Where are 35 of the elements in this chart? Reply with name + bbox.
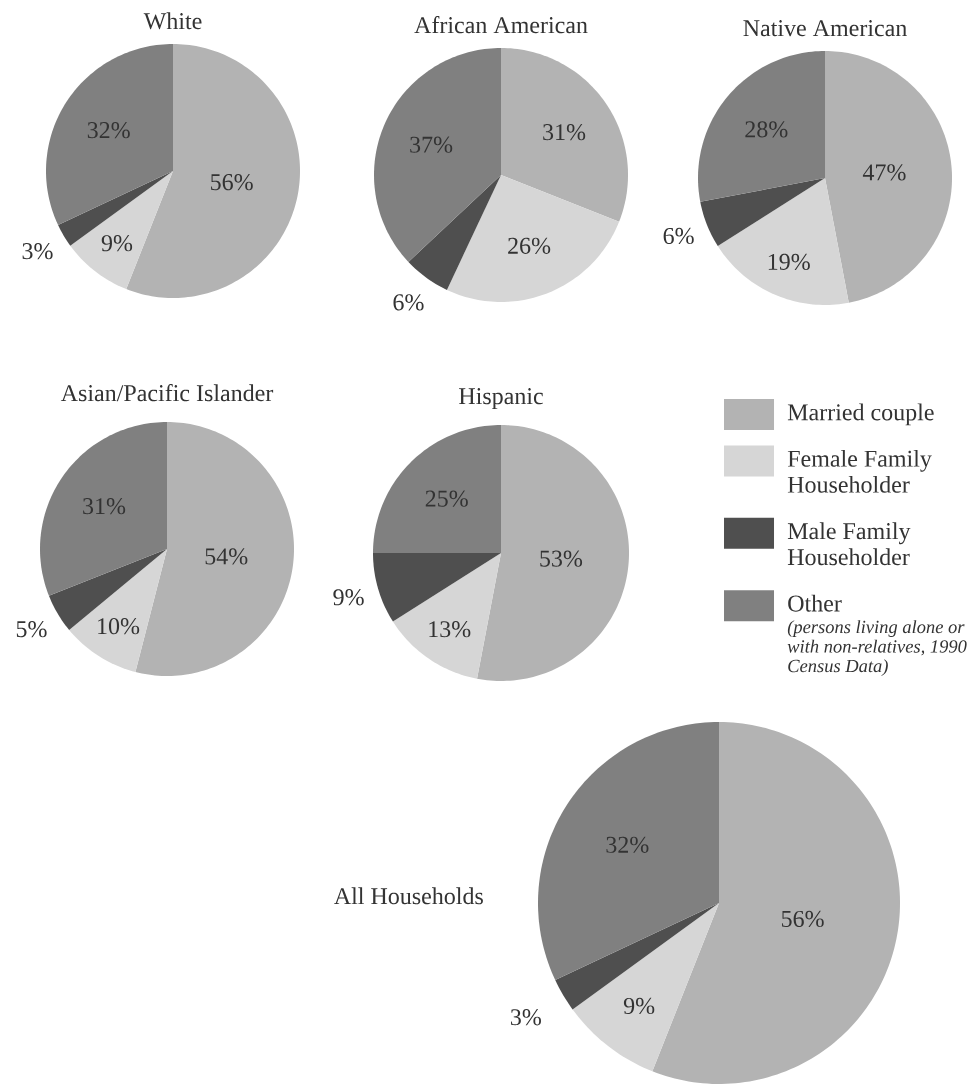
data-label: 10% xyxy=(98,618,140,635)
data-label: 37% xyxy=(410,136,453,153)
legend-label: Other xyxy=(788,594,842,612)
data-label: 26% xyxy=(508,237,551,254)
data-label: 3% xyxy=(510,1009,541,1026)
chart-title: Native American xyxy=(743,20,907,37)
data-label: 13% xyxy=(429,621,471,638)
data-label: 28% xyxy=(745,121,788,138)
data-label: 6% xyxy=(393,294,424,311)
text: (persons living alone or with non-relatives, 1990 Census Data) xyxy=(787,620,967,676)
text: All Households xyxy=(334,887,483,905)
data-label: 31% xyxy=(83,498,126,515)
data-label: 47% xyxy=(862,164,906,181)
chart-title: African American xyxy=(414,16,588,34)
legend-label: Male Family Householder xyxy=(787,522,911,566)
data-label: 32% xyxy=(87,122,130,139)
legend-label: Female Family Householder xyxy=(787,449,932,493)
chart-title: Asian/Pacific Islander xyxy=(60,384,274,402)
data-label: 9% xyxy=(623,997,655,1015)
data-label: 54% xyxy=(205,548,248,565)
data-label: 9% xyxy=(101,235,133,252)
data-label: 3% xyxy=(22,243,53,260)
data-label: 56% xyxy=(211,174,253,191)
data-label: 9% xyxy=(333,589,364,606)
data-label: 32% xyxy=(606,836,649,853)
data-label: 25% xyxy=(425,490,468,507)
data-label: 53% xyxy=(540,550,583,567)
data-label: 6% xyxy=(663,227,694,245)
data-label: 56% xyxy=(781,910,824,928)
chart-title: Hispanic xyxy=(459,388,543,410)
data-label: 19% xyxy=(768,253,810,271)
data-label: 5% xyxy=(16,621,47,638)
chart-title: White xyxy=(143,12,202,30)
data-label: 31% xyxy=(543,124,586,141)
legend-label: Married couple xyxy=(787,403,934,426)
